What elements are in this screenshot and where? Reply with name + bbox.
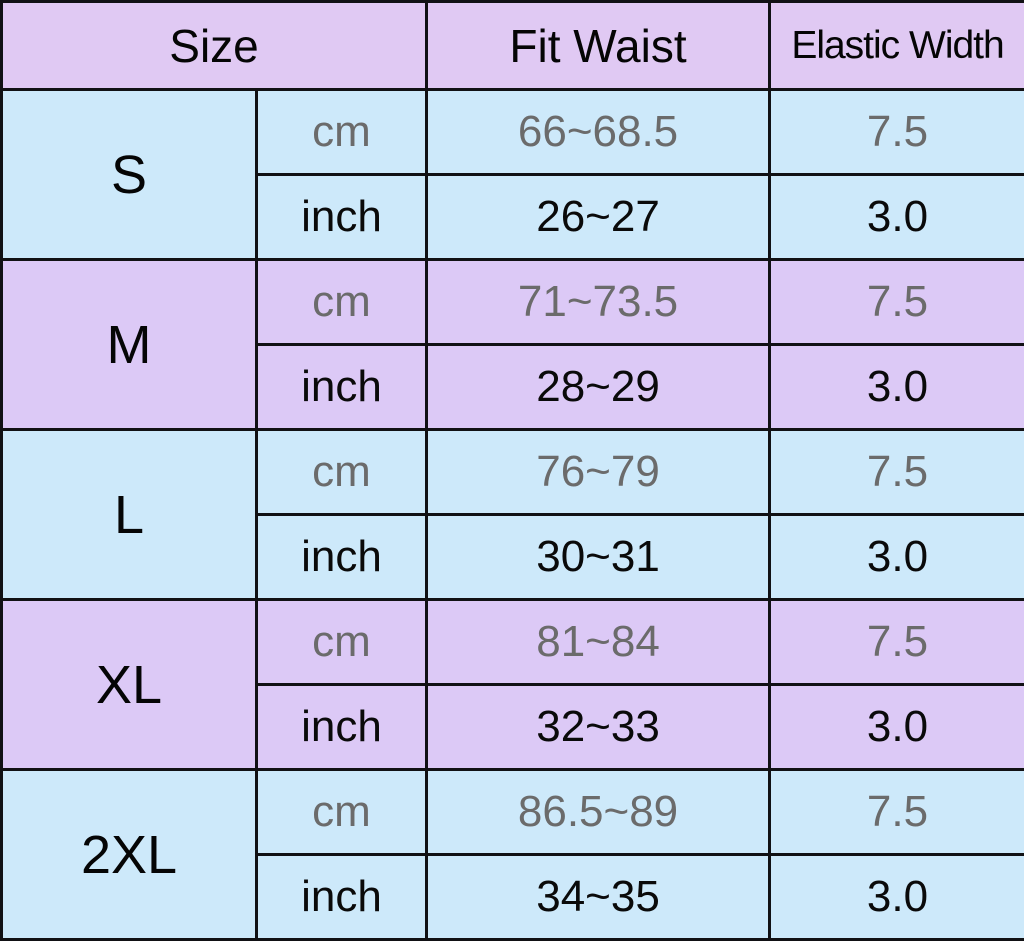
header-fit-waist: Fit Waist [427,2,770,90]
elastic-width-cell: 7.5 [770,600,1024,685]
table-row: L cm 76~79 7.5 [2,430,1024,515]
size-group-s: S cm 66~68.5 7.5 inch 26~27 3.0 [2,90,1024,260]
unit-cell: inch [257,515,427,600]
header-row: Size Fit Waist Elastic Width [2,2,1024,90]
fit-waist-cell: 86.5~89 [427,770,770,855]
size-label: M [2,260,257,430]
unit-cell: inch [257,345,427,430]
fit-waist-cell: 32~33 [427,685,770,770]
elastic-width-cell: 3.0 [770,175,1024,260]
elastic-width-cell: 3.0 [770,345,1024,430]
fit-waist-cell: 81~84 [427,600,770,685]
table-row: XL cm 81~84 7.5 [2,600,1024,685]
header-elastic-width: Elastic Width [770,2,1024,90]
unit-cell: inch [257,175,427,260]
table-row: S cm 66~68.5 7.5 [2,90,1024,175]
fit-waist-cell: 30~31 [427,515,770,600]
unit-cell: inch [257,685,427,770]
size-group-xl: XL cm 81~84 7.5 inch 32~33 3.0 [2,600,1024,770]
fit-waist-cell: 66~68.5 [427,90,770,175]
size-group-m: M cm 71~73.5 7.5 inch 28~29 3.0 [2,260,1024,430]
fit-waist-cell: 34~35 [427,855,770,940]
unit-cell: inch [257,855,427,940]
elastic-width-cell: 3.0 [770,855,1024,940]
elastic-width-cell: 3.0 [770,515,1024,600]
fit-waist-cell: 26~27 [427,175,770,260]
fit-waist-cell: 28~29 [427,345,770,430]
size-label: S [2,90,257,260]
table-row: M cm 71~73.5 7.5 [2,260,1024,345]
size-group-l: L cm 76~79 7.5 inch 30~31 3.0 [2,430,1024,600]
unit-cell: cm [257,90,427,175]
unit-cell: cm [257,770,427,855]
elastic-width-cell: 7.5 [770,770,1024,855]
size-label: L [2,430,257,600]
elastic-width-cell: 3.0 [770,685,1024,770]
size-group-2xl: 2XL cm 86.5~89 7.5 inch 34~35 3.0 [2,770,1024,940]
header-size: Size [2,2,427,90]
size-label: 2XL [2,770,257,940]
elastic-width-cell: 7.5 [770,90,1024,175]
size-label: XL [2,600,257,770]
unit-cell: cm [257,260,427,345]
elastic-width-cell: 7.5 [770,430,1024,515]
fit-waist-cell: 76~79 [427,430,770,515]
unit-cell: cm [257,600,427,685]
unit-cell: cm [257,430,427,515]
fit-waist-cell: 71~73.5 [427,260,770,345]
elastic-width-cell: 7.5 [770,260,1024,345]
table-row: 2XL cm 86.5~89 7.5 [2,770,1024,855]
